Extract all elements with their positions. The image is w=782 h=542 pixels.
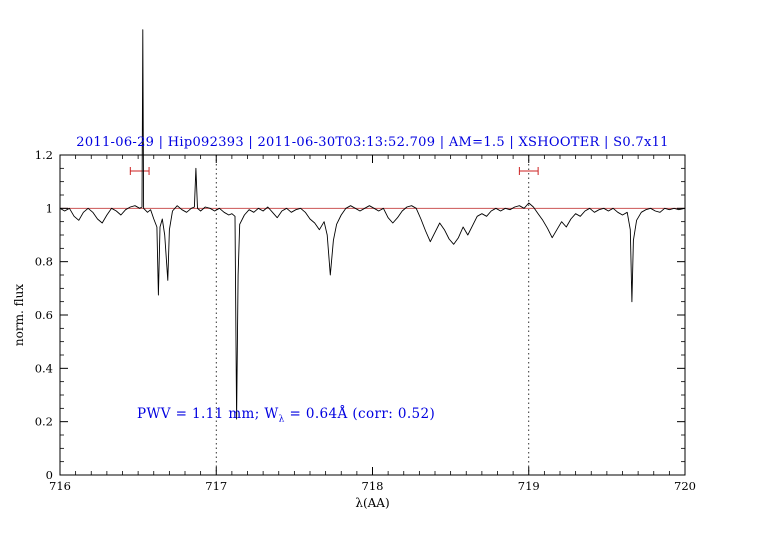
x-tick-label: 718: [362, 479, 384, 493]
y-tick-label: 0.2: [35, 415, 53, 429]
plot-title: 2011-06-29 | Hip092393 | 2011-06-30T03:1…: [76, 135, 669, 150]
pwv-annotation-prefix: PWV = 1.11 mm; W: [137, 406, 279, 422]
pwv-annotation: PWV = 1.11 mm; Wλ = 0.64Å (corr: 0.52): [137, 406, 435, 425]
y-tick-label: 0.6: [35, 308, 53, 322]
y-tick-label: 0.4: [35, 361, 53, 375]
axis-frame: [59, 154, 686, 476]
y-axis-label: norm. flux: [12, 283, 26, 347]
x-tick-label: 716: [49, 479, 71, 493]
y-tick-label: 0: [46, 468, 53, 482]
y-tick-label: 1: [46, 201, 53, 215]
y-tick-label: 0.8: [35, 255, 53, 269]
spectrum-line: [59, 29, 686, 420]
x-tick-label: 717: [205, 479, 227, 493]
y-tick-label: 1.2: [35, 148, 53, 162]
pwv-annotation-subscript: λ: [278, 414, 285, 425]
x-axis-label: λ(AA): [355, 496, 390, 510]
x-tick-label: 720: [674, 479, 696, 493]
x-tick-label: 719: [518, 479, 540, 493]
pwv-annotation-suffix: = 0.64Å (corr: 0.52): [284, 406, 436, 422]
